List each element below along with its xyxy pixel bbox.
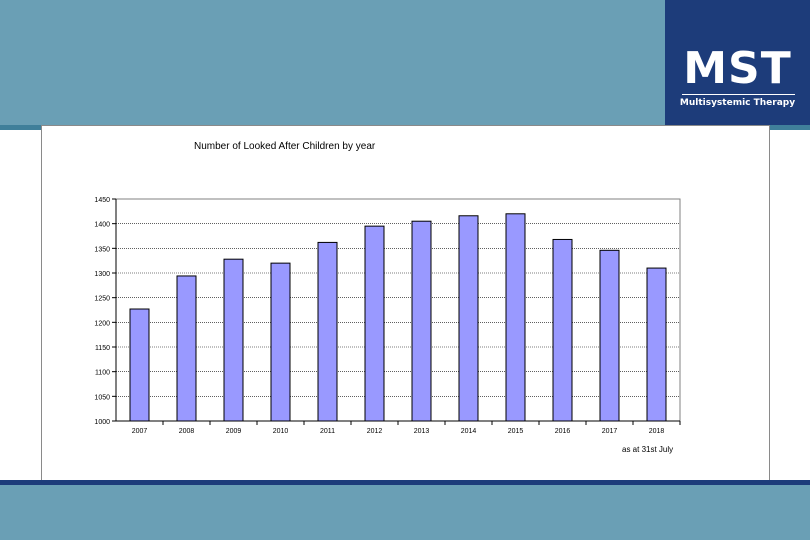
bar-2014: [458, 215, 479, 422]
bar-2013: [411, 220, 432, 422]
x-tick-label-2008: 2008: [179, 428, 195, 435]
y-tick-label: 1450: [94, 197, 110, 204]
y-tick-label: 1350: [94, 246, 110, 253]
x-tick-label-2011: 2011: [320, 428, 335, 435]
logo-divider: [682, 94, 795, 95]
logo-main-text: MST: [683, 43, 792, 94]
mst-logo: MST Multisystemic Therapy: [665, 0, 810, 125]
bar-2007: [129, 308, 150, 422]
x-tick-label-2018: 2018: [649, 428, 665, 435]
footer-rule: [0, 480, 810, 485]
plot-area: [115, 198, 681, 422]
x-tick-label-2014: 2014: [461, 428, 477, 435]
chart-footnote: as at 31st July: [622, 445, 674, 454]
y-tick-label: 1400: [94, 222, 110, 229]
x-tick-label-2012: 2012: [367, 428, 383, 435]
y-tick-label: 1250: [94, 296, 110, 303]
x-tick-label-2009: 2009: [226, 428, 242, 435]
y-tick-label: 1050: [94, 394, 110, 401]
bar-2017: [599, 249, 620, 422]
y-tick-label: 1000: [94, 419, 110, 426]
bar-2015: [505, 213, 526, 422]
x-tick-label-2010: 2010: [273, 428, 289, 435]
chart-title: Number of Looked After Children by year: [194, 141, 376, 152]
logo-subtitle: Multisystemic Therapy: [679, 98, 796, 108]
x-tick-label-2016: 2016: [555, 428, 571, 435]
bar-2009: [223, 258, 244, 422]
bar-2011: [317, 241, 338, 422]
y-tick-label: 1100: [95, 370, 110, 377]
y-tick-label: 1300: [94, 271, 110, 278]
footer-band: [0, 485, 810, 540]
y-tick-label: 1200: [94, 320, 110, 327]
bar-2010: [270, 262, 291, 422]
x-tick-label-2015: 2015: [508, 428, 524, 435]
header-band: [0, 0, 665, 125]
x-tick-label-2013: 2013: [414, 428, 430, 435]
x-tick-label-2007: 2007: [132, 428, 148, 435]
x-tick-label-2017: 2017: [602, 428, 618, 435]
bar-2018: [646, 267, 667, 422]
bar-2008: [176, 275, 197, 422]
bar-chart: 1000 1050 1100 1150 1200 1250 1300 1350 1400 1450…: [94, 197, 681, 435]
y-tick-label: 1150: [95, 345, 110, 352]
chart-panel: Number of Looked After Children by year …: [41, 125, 770, 482]
bar-2016: [552, 238, 573, 422]
bar-2012: [364, 225, 385, 422]
